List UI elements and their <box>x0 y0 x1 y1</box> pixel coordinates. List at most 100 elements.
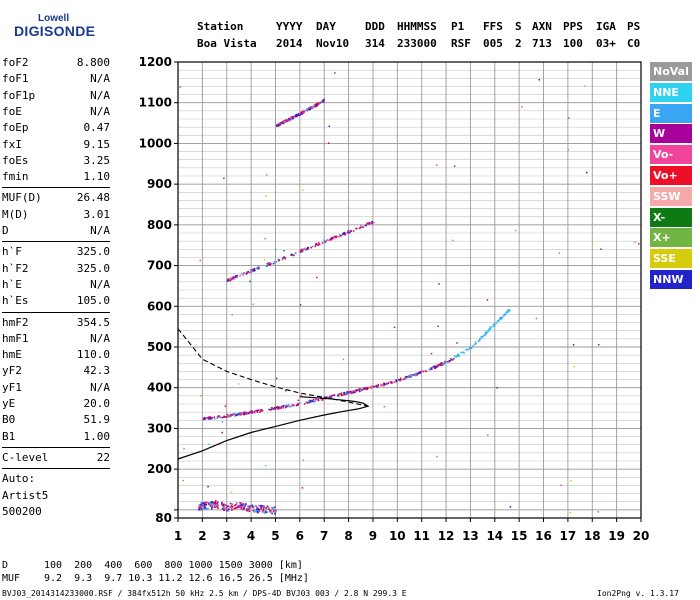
echo-point <box>207 416 209 419</box>
echo-point <box>295 404 298 407</box>
echo-point <box>291 405 293 407</box>
echo-point <box>253 411 255 413</box>
echo-point <box>258 510 261 513</box>
echo-point <box>282 405 284 408</box>
echo-point <box>202 508 205 510</box>
param-row: hmE 110.0 <box>2 348 110 364</box>
echo-point <box>242 274 245 276</box>
echo-point <box>269 509 272 512</box>
echo-point <box>382 382 385 385</box>
echo-point <box>366 222 368 225</box>
noise-point <box>538 79 541 81</box>
echo-point <box>201 506 203 509</box>
echo-point <box>408 374 410 377</box>
muf-row: 9.2 9.3 9.7 10.3 11.2 12.6 16.5 26.5 [MH… <box>44 573 309 584</box>
density-profiles <box>177 328 370 460</box>
echo-point <box>329 238 332 240</box>
echo-point <box>479 338 481 340</box>
echo-point <box>239 504 242 507</box>
trace-2nd-hop <box>226 221 375 282</box>
echo-point <box>436 365 439 368</box>
echo-point <box>199 504 202 506</box>
echo-point <box>208 503 210 505</box>
echo-point <box>345 232 347 235</box>
y-tick-label: 800 <box>147 218 172 232</box>
noise-point <box>299 304 302 306</box>
legend-item-nne: NNE <box>650 82 692 102</box>
echo-point <box>254 269 256 272</box>
noise-point <box>342 358 345 361</box>
param-name: D <box>2 224 9 237</box>
echo-point <box>285 406 287 409</box>
echo-point <box>364 225 366 227</box>
echo-point <box>362 388 365 390</box>
echo-point <box>505 311 508 313</box>
noise-point <box>249 280 251 283</box>
echo-point <box>401 378 404 381</box>
param-name: h`F2 <box>2 261 29 275</box>
x-tick-label: 9 <box>369 529 377 543</box>
param-name: h`E <box>2 277 22 291</box>
noise-point <box>283 250 285 252</box>
echo-point <box>229 502 232 505</box>
echo-point <box>270 409 272 411</box>
param-row: 500200 <box>2 505 110 521</box>
echo-point <box>256 266 259 268</box>
y-tick-label: 700 <box>147 259 172 273</box>
echo-point <box>255 510 257 513</box>
echo-point <box>489 326 492 329</box>
echo-point <box>277 124 280 126</box>
echo-point <box>251 270 253 273</box>
echo-point <box>449 360 452 362</box>
x-tick-label: 3 <box>223 529 231 543</box>
echo-point <box>208 417 210 420</box>
echo-point <box>246 508 248 510</box>
echo-point <box>424 370 427 373</box>
echo-point <box>226 509 228 512</box>
echo-point <box>376 386 378 388</box>
echo-point <box>305 108 308 111</box>
param-name: B0 <box>2 413 16 427</box>
echo-point <box>266 262 269 265</box>
echo-point <box>312 398 315 401</box>
echo-point <box>265 508 268 511</box>
echo-point <box>287 405 289 407</box>
echo-point <box>365 224 367 227</box>
echo-point <box>458 354 461 357</box>
echo-point <box>366 388 369 391</box>
noise-point <box>179 86 181 88</box>
param-row: Artist5 <box>2 489 110 505</box>
noise-point <box>514 229 517 232</box>
echo-point <box>250 271 252 273</box>
noise-point <box>486 299 489 301</box>
echo-point <box>324 241 327 243</box>
echo-point <box>413 373 415 376</box>
echo-point <box>255 267 258 270</box>
echo-point <box>213 416 216 418</box>
echo-point <box>341 394 344 396</box>
echo-point <box>262 509 264 512</box>
echo-point <box>464 349 467 351</box>
echo-point <box>234 276 237 279</box>
param-row: D N/A <box>2 224 110 240</box>
echo-point <box>450 358 452 360</box>
noise-point <box>573 365 576 368</box>
noise-point <box>275 248 277 251</box>
echo-point <box>235 275 237 277</box>
echo-point <box>453 355 456 357</box>
echo-point <box>208 502 211 504</box>
param-value: 9.15 <box>83 137 111 151</box>
x-tick-label: 8 <box>344 529 352 543</box>
echo-point <box>330 396 333 399</box>
echo-point <box>281 122 284 124</box>
echo-point <box>214 506 217 508</box>
echo-point <box>328 239 330 241</box>
echo-point <box>281 258 284 261</box>
param-row: foF1p N/A <box>2 89 110 105</box>
panel-separator <box>2 187 110 189</box>
echo-point <box>198 507 201 509</box>
echo-point <box>313 104 316 106</box>
y-axis-ticks: 80 200 300 400 500 600 700 800 900 1000 1100 1200 <box>139 55 178 525</box>
header-value-ffs: 005 <box>483 37 503 50</box>
echo-point <box>484 331 487 334</box>
